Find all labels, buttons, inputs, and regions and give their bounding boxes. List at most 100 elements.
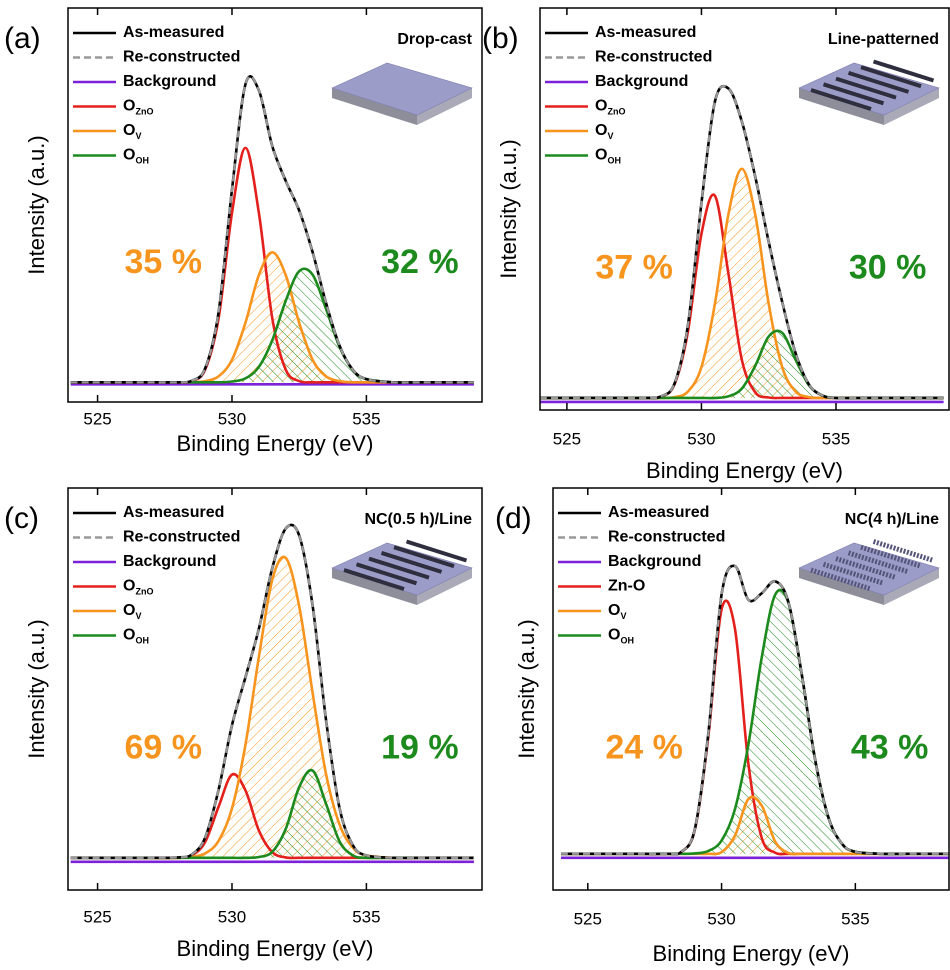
series-line	[70, 523, 474, 860]
ridge	[822, 82, 885, 106]
sample-illustration	[331, 62, 473, 125]
x-tick-label: 525	[553, 429, 581, 448]
series-line	[561, 564, 949, 856]
ridge	[835, 76, 897, 100]
legend-name: As-measured	[123, 24, 224, 41]
legend-entry: As-measured	[608, 504, 709, 521]
percentage-annotation: 35 %	[124, 243, 202, 281]
plot-area	[540, 84, 944, 404]
x-tick-label: 525	[83, 409, 111, 428]
legend-subscript: ZnO	[135, 587, 153, 597]
plot-frame	[539, 7, 950, 411]
legend-entry: Background	[608, 553, 701, 570]
legend-name: O	[608, 627, 620, 644]
plot-area	[70, 523, 474, 864]
panel-label: (c)	[4, 502, 39, 535]
x-axis-label: Binding Energy (eV)	[177, 431, 374, 456]
y-axis-label: Intensity (a.u.)	[514, 619, 539, 758]
legend-entry: As-measured	[123, 24, 224, 41]
legend-name: Re-constructed	[608, 529, 725, 546]
ridge	[405, 539, 468, 563]
substrate-side	[884, 88, 939, 125]
legend-subscript: V	[607, 131, 613, 141]
legend-entry: OOH	[123, 627, 149, 646]
percentage-annotation: 43 %	[851, 728, 929, 766]
ridge	[343, 568, 405, 591]
ridge	[860, 65, 922, 89]
legend-name: O	[595, 122, 607, 139]
legend-entry: OZnO	[123, 98, 153, 117]
legend-entry: As-measured	[595, 24, 696, 41]
legend-name: Background	[123, 73, 216, 90]
legend-entry: Background	[123, 73, 216, 90]
panel-label: (b)	[482, 22, 519, 55]
legend-subscript: ZnO	[607, 107, 625, 117]
ridge	[355, 562, 418, 586]
plot-frame	[552, 487, 950, 891]
legend-name: As-measured	[123, 504, 224, 521]
legend-subscript: OH	[135, 156, 149, 166]
legend-name: Background	[608, 553, 701, 570]
legend-name: Background	[595, 73, 688, 90]
legend-entry: Zn-O	[608, 578, 645, 595]
x-axis-label: Binding Energy (eV)	[653, 941, 850, 966]
x-tick-label: 525	[83, 907, 111, 926]
percentage-annotation: 32 %	[381, 243, 459, 281]
legend-entry: OOH	[608, 627, 634, 646]
legend-name: Re-constructed	[123, 529, 240, 546]
legend-name: O	[595, 147, 607, 164]
percentage-annotation: 24 %	[605, 728, 683, 766]
legend-subscript: OH	[607, 156, 621, 166]
legend-name: Zn-O	[608, 578, 645, 595]
x-axis-label: Binding Energy (eV)	[646, 458, 843, 483]
x-tick-label: 535	[822, 429, 850, 448]
legend-entry: OOH	[123, 147, 149, 166]
legend-subscript: V	[135, 131, 141, 141]
legend-name: O	[123, 122, 135, 139]
legend-name: O	[123, 578, 135, 595]
legend-entry: Re-constructed	[123, 529, 240, 546]
hatch-area	[70, 268, 474, 383]
legend-name: O	[123, 98, 135, 115]
ridge	[368, 556, 430, 580]
ridge	[380, 550, 443, 574]
legend-subscript: V	[620, 611, 626, 621]
legend-entry: OZnO	[123, 578, 153, 597]
legend-subscript: OH	[135, 636, 149, 646]
legend-name: As-measured	[595, 24, 696, 41]
substrate-side	[332, 568, 417, 605]
sample-illustration	[331, 539, 473, 605]
legend-entry: OV	[595, 122, 613, 141]
legend-name: Background	[123, 553, 216, 570]
legend-name: Re-constructed	[595, 49, 712, 66]
legend-entry: OV	[608, 602, 626, 621]
legend-entry: OV	[123, 602, 141, 621]
panel-label: (d)	[495, 502, 532, 535]
ridge	[393, 545, 455, 569]
plot-area	[561, 564, 949, 860]
plot-frame	[67, 7, 483, 403]
legend-entry: OZnO	[595, 98, 625, 117]
hatch-area	[561, 589, 949, 854]
legend-entry: As-measured	[123, 504, 224, 521]
hatch-area	[70, 556, 474, 859]
legend-entry: OOH	[595, 147, 621, 166]
legend-name: O	[123, 627, 135, 644]
x-tick-label: 535	[841, 909, 869, 928]
panel-label: (a)	[4, 22, 41, 55]
substrate-top	[331, 62, 473, 116]
legend-entry: Re-constructed	[123, 49, 240, 66]
x-tick-label: 530	[687, 429, 715, 448]
legend-name: O	[123, 147, 135, 164]
substrate-side	[332, 88, 417, 125]
hatch-area	[540, 168, 944, 398]
substrate-side	[417, 568, 472, 605]
substrate-side	[884, 568, 939, 605]
x-tick-label: 530	[218, 907, 246, 926]
sample-label: Line-patterned	[828, 31, 939, 48]
sample-label: Drop-cast	[397, 31, 472, 48]
x-tick-label: 525	[574, 909, 602, 928]
sample-label: NC(0.5 h)/Line	[364, 511, 472, 528]
legend-entry: Background	[123, 553, 216, 570]
legend-name: As-measured	[608, 504, 709, 521]
